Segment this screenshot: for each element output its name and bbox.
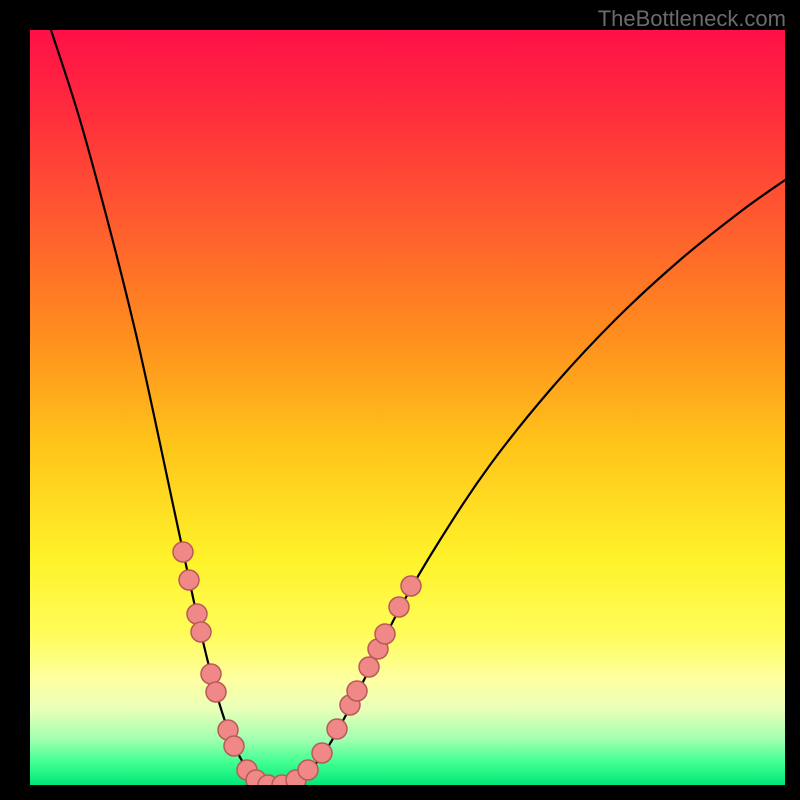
watermark-text: TheBottleneck.com (598, 6, 786, 32)
background-gradient (30, 30, 785, 785)
plot-area (30, 30, 785, 785)
chart-frame: TheBottleneck.com (0, 0, 800, 800)
